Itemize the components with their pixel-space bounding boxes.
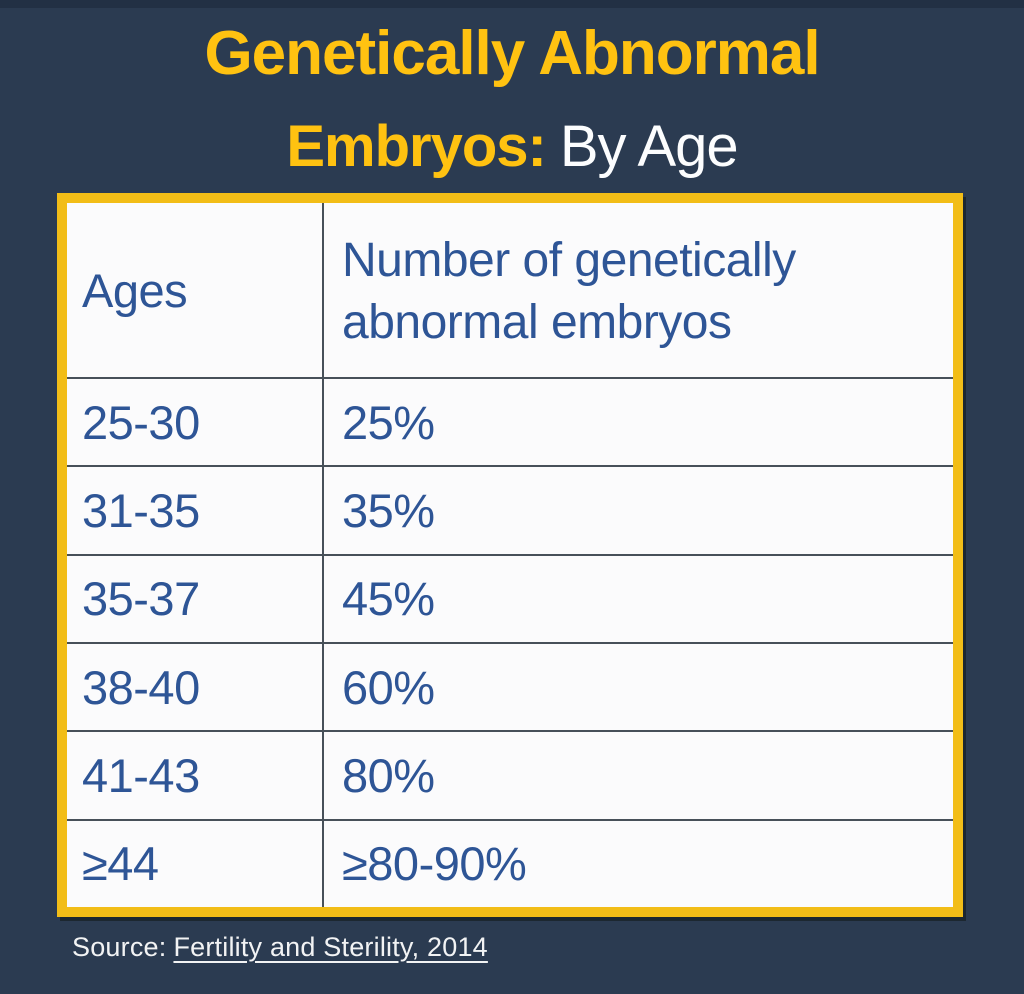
table-cell-value: 25% <box>322 377 953 466</box>
page-title: Genetically Abnormal Embryos: By Age <box>0 6 1024 193</box>
source-link[interactable]: Fertility and Sterility, 2014 <box>173 932 488 962</box>
title-suffix: By Age <box>559 114 739 179</box>
table-cell-age: 41-43 <box>67 730 322 818</box>
title-line-1: Genetically Abnormal <box>204 19 820 88</box>
source-citation: Source: Fertility and Sterility, 2014 <box>72 932 488 963</box>
age-abnormality-table: Ages Number of genetically abnormal embr… <box>57 193 963 917</box>
source-label: Source: <box>72 932 167 962</box>
table-cell-age: 35-37 <box>67 553 322 642</box>
title-highlight: Embryos: <box>286 114 547 179</box>
table-header-abnormal-embryos: Number of genetically abnormal embryos <box>322 203 953 377</box>
table-cell-age: 38-40 <box>67 642 322 730</box>
table-cell-value: 35% <box>322 465 953 554</box>
title-line-2: Embryos: By Age <box>0 101 1024 193</box>
table-cell-age: ≥44 <box>67 818 322 907</box>
table-cell-value: 45% <box>322 553 953 642</box>
top-edge-strip <box>0 0 1024 8</box>
table-cell-value: ≥80-90% <box>322 818 953 907</box>
table-cell-age: 31-35 <box>67 465 322 553</box>
table-cell-age: 25-30 <box>67 377 322 465</box>
table-cell-value: 60% <box>322 642 953 731</box>
table-cell-value: 80% <box>322 730 953 819</box>
table-header-ages: Ages <box>82 263 188 317</box>
